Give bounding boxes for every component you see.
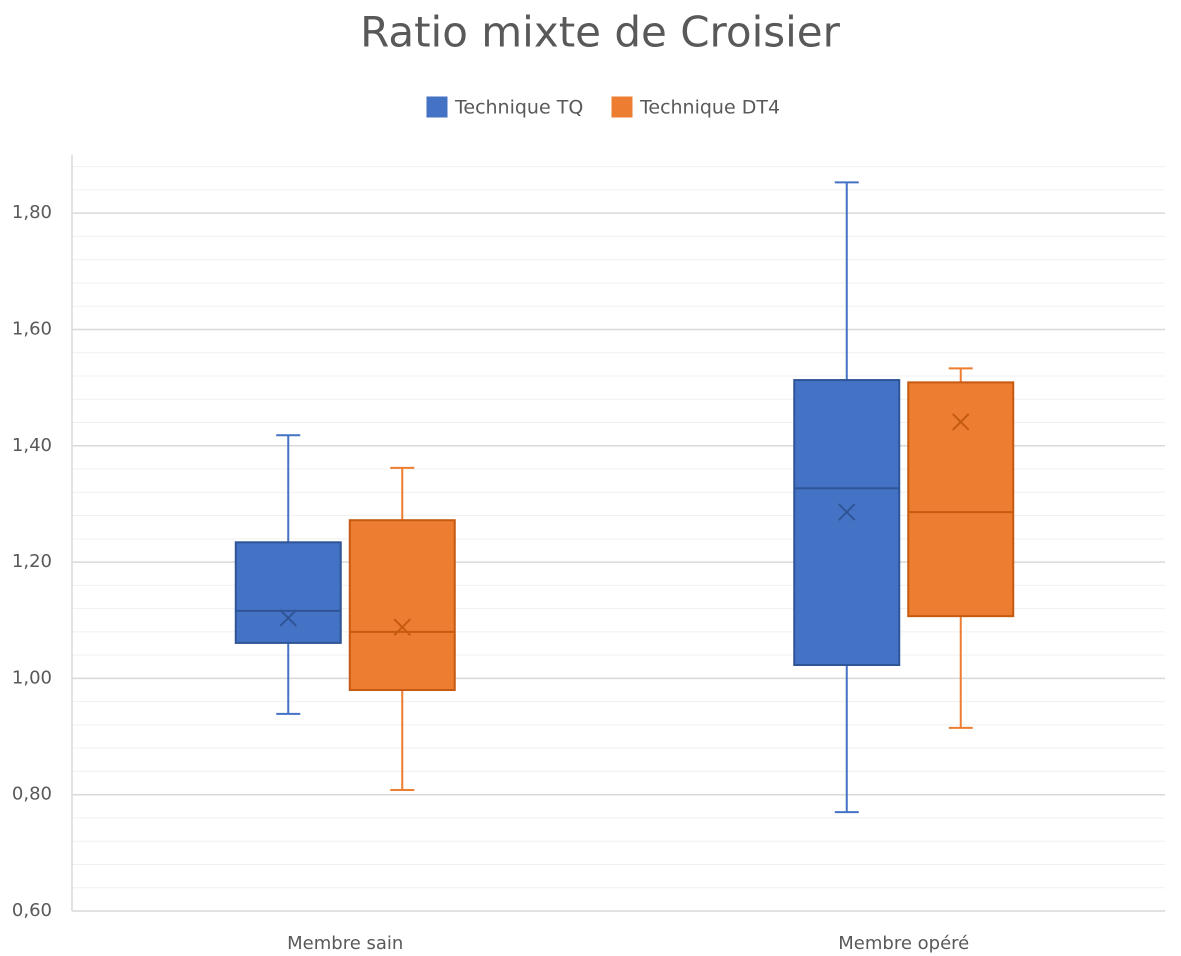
y-tick-label: 1,60 (12, 318, 52, 339)
y-tick-label: 0,80 (12, 784, 52, 805)
mean-marker (952, 413, 970, 431)
box (793, 379, 901, 667)
box (907, 381, 1015, 618)
legend-swatch (426, 96, 448, 118)
box (348, 519, 456, 692)
y-tick-label: 1,00 (12, 667, 52, 688)
y-tick-label: 1,40 (12, 435, 52, 456)
chart-title: Ratio mixte de Croisier (360, 8, 841, 57)
y-tick-label: 1,80 (12, 202, 52, 223)
legend-swatch (611, 96, 633, 118)
x-tick-label: Membre sain (287, 933, 403, 954)
mean-marker (393, 618, 411, 636)
y-tick-label: 0,60 (12, 900, 52, 921)
mean-marker (279, 609, 297, 627)
box (234, 541, 342, 644)
legend-label: Technique DT4 (639, 97, 780, 119)
mean-marker (838, 503, 856, 521)
x-tick-label: Membre opéré (838, 933, 969, 954)
legend-label: Technique TQ (454, 97, 583, 119)
y-tick-label: 1,20 (12, 551, 52, 572)
